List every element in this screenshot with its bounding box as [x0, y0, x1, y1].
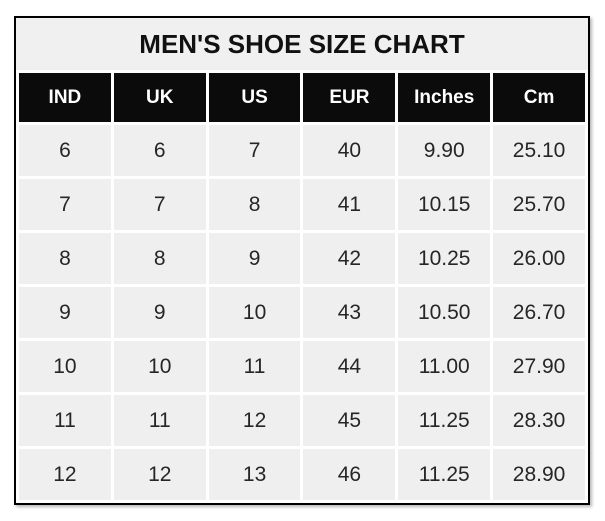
table-cell: 8	[19, 233, 111, 284]
table-cell: 25.70	[493, 179, 585, 230]
header-row: IND UK US EUR Inches Cm	[19, 73, 585, 122]
table-cell: 9.90	[398, 125, 491, 176]
table-cell: 11	[19, 395, 111, 446]
table-cell: 46	[303, 449, 396, 500]
table-cell: 28.30	[493, 395, 585, 446]
table-row: 9 9 10 43 10.50 26.70	[19, 287, 585, 338]
table-cell: 8	[208, 179, 301, 230]
table-cell: 10	[19, 341, 111, 392]
chart-title: MEN'S SHOE SIZE CHART	[16, 18, 588, 70]
table-cell: 11	[113, 395, 206, 446]
table-row: 8 8 9 42 10.25 26.00	[19, 233, 585, 284]
table-cell: 40	[303, 125, 396, 176]
table-cell: 11	[208, 341, 301, 392]
size-table-header: IND UK US EUR Inches Cm	[19, 73, 585, 122]
table-cell: 9	[113, 287, 206, 338]
table-cell: 7	[113, 179, 206, 230]
table-row: 6 6 7 40 9.90 25.10	[19, 125, 585, 176]
table-cell: 6	[113, 125, 206, 176]
table-cell: 26.70	[493, 287, 585, 338]
table-row: 10 10 11 44 11.00 27.90	[19, 341, 585, 392]
column-header-uk: UK	[113, 73, 206, 122]
table-cell: 9	[19, 287, 111, 338]
table-cell: 27.90	[493, 341, 585, 392]
table-cell: 26.00	[493, 233, 585, 284]
table-row: 11 11 12 45 11.25 28.30	[19, 395, 585, 446]
table-cell: 7	[19, 179, 111, 230]
table-cell: 10	[208, 287, 301, 338]
size-table: IND UK US EUR Inches Cm 6 6 7 40 9.90 25.10 7 7 8 41 10…	[16, 70, 588, 503]
table-cell: 12	[113, 449, 206, 500]
table-cell: 25.10	[493, 125, 585, 176]
table-cell: 8	[113, 233, 206, 284]
table-cell: 9	[208, 233, 301, 284]
table-cell: 10.50	[398, 287, 491, 338]
table-cell: 28.90	[493, 449, 585, 500]
table-cell: 41	[303, 179, 396, 230]
table-cell: 12	[208, 395, 301, 446]
size-table-body: 6 6 7 40 9.90 25.10 7 7 8 41 10.15 25.70 8 8 9 42 10.25 2…	[19, 125, 585, 500]
column-header-ind: IND	[19, 73, 111, 122]
table-cell: 44	[303, 341, 396, 392]
table-row: 7 7 8 41 10.15 25.70	[19, 179, 585, 230]
column-header-eur: EUR	[303, 73, 396, 122]
table-cell: 11.00	[398, 341, 491, 392]
column-header-cm: Cm	[493, 73, 585, 122]
table-cell: 45	[303, 395, 396, 446]
table-cell: 10	[113, 341, 206, 392]
table-cell: 11.25	[398, 449, 491, 500]
shoe-size-chart: MEN'S SHOE SIZE CHART IND UK US EUR Inches Cm…	[14, 16, 590, 505]
table-cell: 10.25	[398, 233, 491, 284]
table-cell: 12	[19, 449, 111, 500]
table-cell: 42	[303, 233, 396, 284]
column-header-us: US	[208, 73, 301, 122]
table-cell: 11.25	[398, 395, 491, 446]
table-cell: 7	[208, 125, 301, 176]
table-cell: 10.15	[398, 179, 491, 230]
table-cell: 43	[303, 287, 396, 338]
table-row: 12 12 13 46 11.25 28.90	[19, 449, 585, 500]
table-cell: 6	[19, 125, 111, 176]
table-cell: 13	[208, 449, 301, 500]
column-header-inches: Inches	[398, 73, 491, 122]
